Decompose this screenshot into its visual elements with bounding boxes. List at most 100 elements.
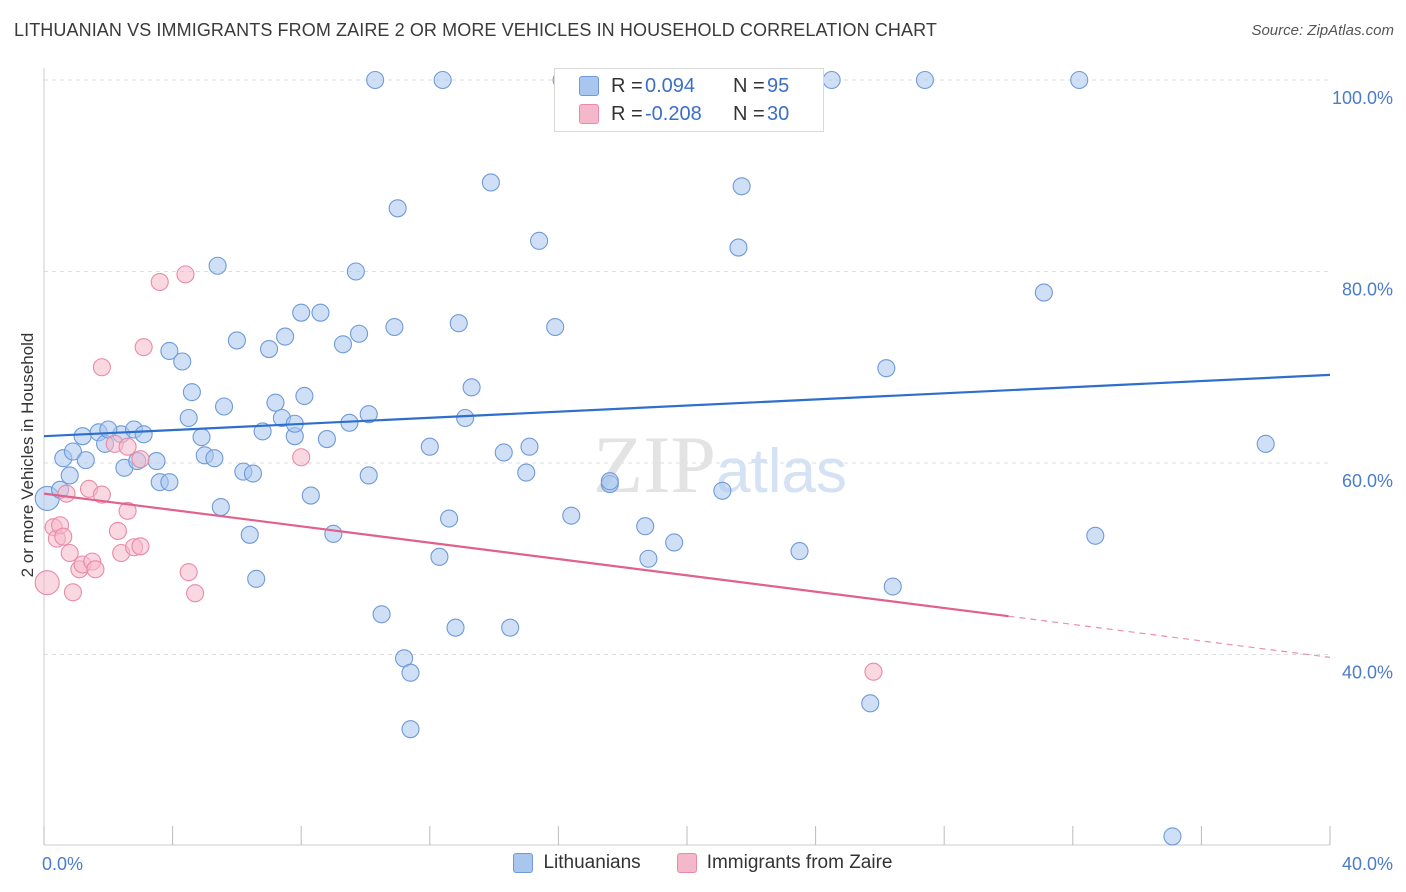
lithuanians-point bbox=[713, 481, 732, 500]
lithuanians-point bbox=[211, 497, 230, 517]
zaire-point bbox=[150, 272, 169, 292]
lithuanians-point bbox=[520, 437, 539, 456]
bottom-legend-swatch-zaire bbox=[676, 853, 697, 873]
bottom-legend-label: Immigrants from Zaire bbox=[706, 852, 893, 873]
lithuanians-point bbox=[173, 352, 192, 371]
watermark-atlas: atlas bbox=[716, 437, 847, 506]
lithuanians-point bbox=[732, 177, 751, 196]
y-tick-label: 100.0% bbox=[1332, 88, 1393, 108]
lithuanians-point bbox=[440, 509, 459, 528]
lithuanians-point bbox=[63, 442, 82, 461]
lithuanians-point bbox=[388, 199, 407, 218]
x-tick-label: 40.0% bbox=[1342, 854, 1393, 874]
lithuanians-point bbox=[292, 303, 311, 322]
lithuanians-point bbox=[359, 405, 378, 424]
lithuanians-point bbox=[501, 618, 520, 637]
lithuanians-point bbox=[883, 577, 902, 596]
legend-swatch-zaire bbox=[579, 104, 599, 124]
legend-r-label: R = bbox=[611, 102, 643, 125]
y-tick-label: 80.0% bbox=[1342, 280, 1393, 300]
legend-r-value: 0.094 bbox=[645, 74, 696, 97]
zaire-point bbox=[179, 563, 198, 582]
zaire-point bbox=[864, 662, 883, 681]
lithuanians-point bbox=[276, 327, 295, 346]
lithuanians-point bbox=[790, 542, 809, 561]
zaire-point bbox=[86, 560, 105, 579]
lithuanians-point bbox=[243, 464, 263, 483]
lithuanians-point bbox=[530, 231, 549, 250]
bottom-legend: Lithuanians Immigrants from Zaire bbox=[0, 852, 1406, 874]
watermark: ZIPatlas bbox=[593, 419, 847, 510]
zaire-point bbox=[134, 338, 153, 357]
lithuanians-point bbox=[1034, 283, 1053, 302]
lithuanians-point bbox=[359, 466, 378, 485]
zaire-point bbox=[34, 570, 60, 596]
lithuanians-point bbox=[822, 70, 841, 90]
axes bbox=[43, 68, 1331, 846]
zaire-point bbox=[92, 485, 111, 504]
lithuanians-point bbox=[73, 427, 92, 446]
y-tick-labels: 40.0% 60.0% 80.0% 100.0% bbox=[1332, 88, 1393, 683]
lithuanians-point bbox=[333, 335, 353, 354]
lithuanians-point bbox=[1086, 526, 1105, 545]
lithuanians-point bbox=[1163, 827, 1182, 846]
zaire-points bbox=[34, 265, 883, 681]
lithuanians-point bbox=[915, 70, 934, 90]
legend-row-zaire: R = -0.208 N = 30 bbox=[579, 101, 789, 127]
lithuanians-point bbox=[494, 443, 513, 462]
lithuanians-point bbox=[208, 256, 227, 275]
zaire-trend-line bbox=[43, 492, 1009, 618]
zaire-point bbox=[131, 537, 150, 556]
lithuanians-point bbox=[877, 359, 896, 378]
lithuanians-point bbox=[636, 517, 655, 536]
lithuanians-point bbox=[481, 173, 500, 192]
lithuanians-point bbox=[430, 547, 449, 566]
lithuanians-point bbox=[433, 70, 452, 90]
lithuanians-point bbox=[311, 303, 330, 322]
lithuanians-point bbox=[160, 473, 179, 492]
zaire-point bbox=[131, 450, 150, 469]
watermark-zip: ZIP bbox=[593, 419, 716, 510]
lithuanians-point bbox=[517, 463, 536, 482]
lithuanians-point bbox=[247, 569, 266, 588]
lithuanians-point bbox=[401, 720, 420, 739]
legend-n-value: 95 bbox=[767, 74, 790, 97]
zaire-point bbox=[186, 584, 205, 603]
lithuanians-point bbox=[861, 694, 880, 713]
lithuanians-point bbox=[420, 437, 439, 456]
lithuanians-point bbox=[401, 663, 420, 682]
zaire-point bbox=[108, 521, 127, 541]
legend-n-label: N = bbox=[733, 102, 765, 125]
y-tick-label: 40.0% bbox=[1342, 663, 1393, 683]
legend-box: R = 0.094 N = 95 R = -0.208 N = 30 bbox=[554, 68, 824, 132]
bottom-legend-label: Lithuanians bbox=[543, 852, 641, 873]
lithuanians-point bbox=[301, 486, 320, 505]
lithuanians-point bbox=[462, 378, 481, 397]
lithuanians-point bbox=[214, 397, 234, 416]
chart-source: Source: ZipAtlas.com bbox=[1251, 22, 1394, 39]
lithuanians-point bbox=[147, 452, 166, 471]
legend-n-label: N = bbox=[733, 74, 765, 97]
lithuanians-point bbox=[456, 408, 475, 428]
lithuanians-point bbox=[266, 393, 285, 412]
lithuanians-point bbox=[600, 472, 619, 491]
lithuanians-points bbox=[34, 70, 1275, 846]
lithuanians-point bbox=[366, 70, 385, 90]
lithuanians-point bbox=[192, 428, 211, 447]
lithuanians-point bbox=[134, 425, 153, 444]
lithuanians-point bbox=[205, 449, 224, 468]
zaire-trend-extension bbox=[1008, 615, 1331, 658]
lithuanians-point bbox=[60, 466, 79, 485]
zaire-point bbox=[118, 501, 137, 520]
bottom-legend-zaire: Immigrants from Zaire bbox=[676, 852, 893, 874]
y-tick-label: 60.0% bbox=[1342, 471, 1393, 491]
zaire-point bbox=[57, 484, 76, 503]
legend-r-label: R = bbox=[611, 74, 643, 97]
lithuanians-point bbox=[317, 430, 336, 449]
bottom-legend-swatch-lithuanians bbox=[513, 853, 534, 873]
lithuanians-point bbox=[160, 341, 179, 361]
lithuanians-point bbox=[639, 549, 658, 568]
zaire-point bbox=[60, 543, 79, 563]
chart-title: LITHUANIAN VS IMMIGRANTS FROM ZAIRE 2 OR… bbox=[14, 20, 937, 40]
